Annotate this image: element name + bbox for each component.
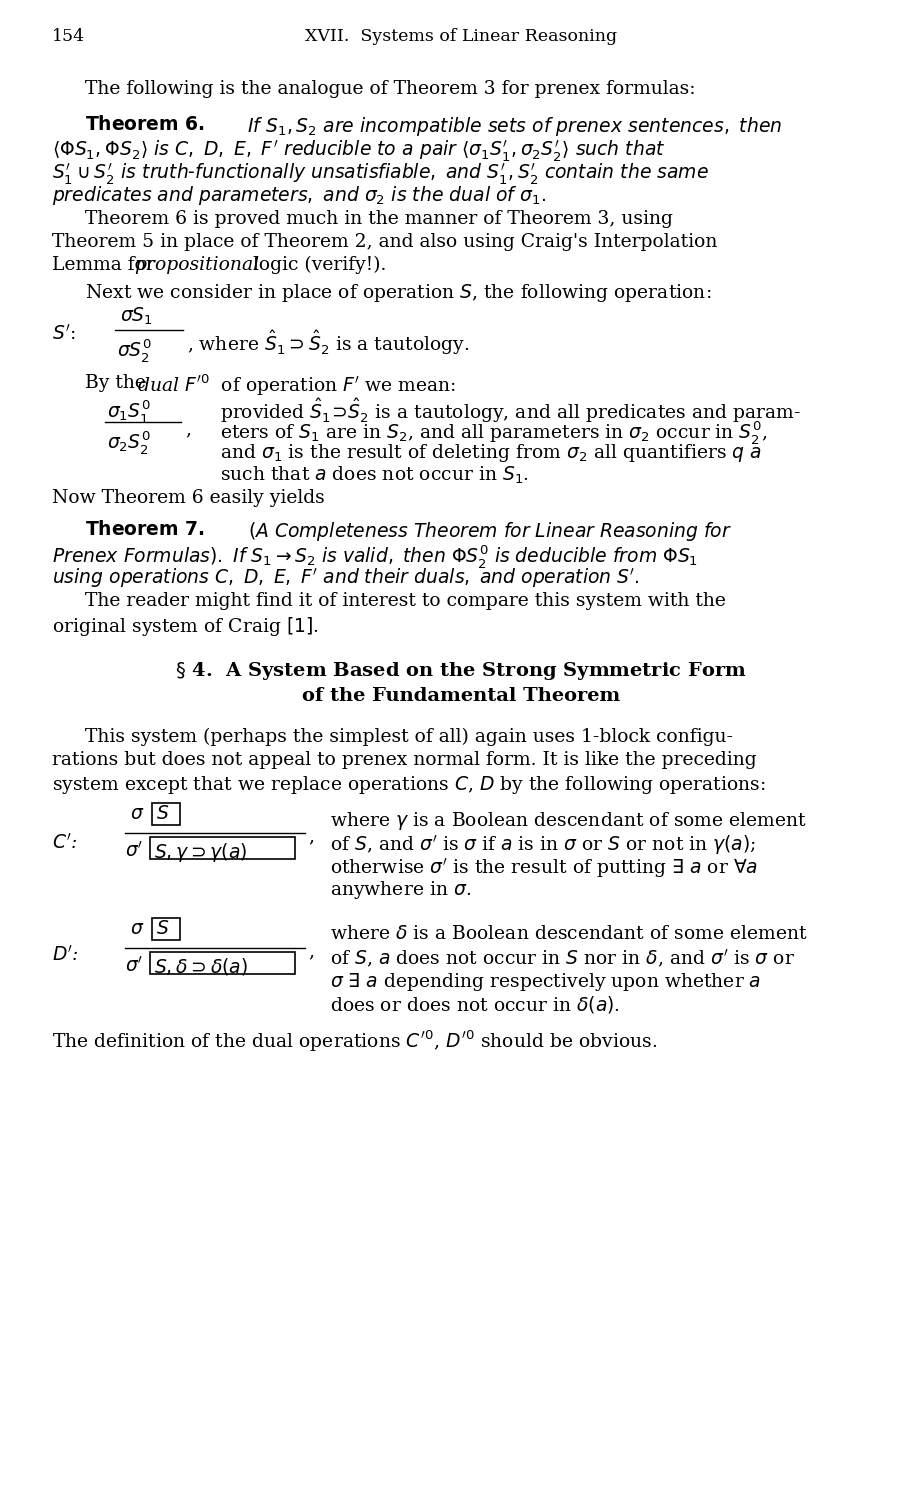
Text: ,: , bbox=[308, 942, 314, 960]
Text: Now Theorem 6 easily yields: Now Theorem 6 easily yields bbox=[52, 489, 325, 507]
Text: $\mathbf{Theorem\ 7.}$: $\mathbf{Theorem\ 7.}$ bbox=[85, 520, 205, 538]
Text: $predicates\ and\ parameters,\ and\ \sigma_2\ is\ the\ dual\ of\ \sigma_1.$: $predicates\ and\ parameters,\ and\ \sig… bbox=[52, 184, 546, 207]
Text: provided $\hat{S}_1\!\supset\!\hat{S}_2$ is a tautology, and all predicates and : provided $\hat{S}_1\!\supset\!\hat{S}_2$… bbox=[220, 396, 801, 424]
Text: This system (perhaps the simplest of all) again uses 1-block configu-: This system (perhaps the simplest of all… bbox=[85, 728, 733, 747]
Text: $\sigma'$: $\sigma'$ bbox=[125, 842, 143, 861]
Bar bbox=[152, 918, 180, 940]
Text: anywhere in $\sigma$.: anywhere in $\sigma$. bbox=[330, 879, 471, 902]
Text: eters of $S_1$ are in $S_2$, and all parameters in $\sigma_2$ occur in $S_2^0$,: eters of $S_1$ are in $S_2$, and all par… bbox=[220, 419, 767, 446]
Text: $\sigma'$: $\sigma'$ bbox=[125, 956, 143, 976]
Text: The definition of the dual operations $C'^0$, $D'^0$ should be obvious.: The definition of the dual operations $C… bbox=[52, 1029, 657, 1054]
Text: By the: By the bbox=[85, 374, 152, 392]
Text: $\sigma S_2^0$: $\sigma S_2^0$ bbox=[117, 338, 151, 364]
Text: $D'$:: $D'$: bbox=[52, 945, 79, 964]
Text: The following is the analogue of Theorem 3 for prenex formulas:: The following is the analogue of Theorem… bbox=[85, 80, 695, 98]
Text: ,: , bbox=[185, 420, 191, 438]
Text: propositional: propositional bbox=[134, 256, 259, 274]
Text: $S'$:: $S'$: bbox=[52, 324, 76, 344]
Text: $C'$:: $C'$: bbox=[52, 833, 77, 854]
Text: $(A$ $Completeness$ $Theorem$ $for$ $Linear$ $Reasoning$ $for$: $(A$ $Completeness$ $Theorem$ $for$ $Lin… bbox=[248, 520, 732, 543]
Text: $S$: $S$ bbox=[156, 920, 170, 938]
Text: $\sigma$: $\sigma$ bbox=[130, 806, 145, 824]
Text: $\langle\Phi S_1, \Phi S_2\rangle\ is\ C,\ D,\ E,\ F'\ reducible\ to\ a\ pair\ \: $\langle\Phi S_1, \Phi S_2\rangle\ is\ C… bbox=[52, 138, 666, 164]
Text: of operation $F'$ we mean:: of operation $F'$ we mean: bbox=[215, 374, 456, 398]
Text: Lemma for: Lemma for bbox=[52, 256, 160, 274]
Text: Next we consider in place of operation $S$, the following operation:: Next we consider in place of operation $… bbox=[85, 282, 712, 304]
Text: $\sigma$: $\sigma$ bbox=[130, 920, 145, 938]
Text: $\sigma_2 S_2^0$: $\sigma_2 S_2^0$ bbox=[107, 429, 150, 456]
Text: $S,\gamma \supset \gamma(a)$: $S,\gamma \supset \gamma(a)$ bbox=[154, 842, 247, 864]
Text: where $\gamma$ is a Boolean descendant of some element: where $\gamma$ is a Boolean descendant o… bbox=[330, 810, 808, 832]
Text: where $\delta$ is a Boolean descendant of some element: where $\delta$ is a Boolean descendant o… bbox=[330, 926, 808, 944]
Bar bbox=[152, 802, 180, 825]
Text: of $S$, and $\sigma'$ is $\sigma$ if $a$ is in $\sigma$ or $S$ or not in $\gamma: of $S$, and $\sigma'$ is $\sigma$ if $a$… bbox=[330, 833, 756, 856]
Text: Theorem 6 is proved much in the manner of Theorem 3, using: Theorem 6 is proved much in the manner o… bbox=[85, 210, 673, 228]
Text: 154: 154 bbox=[52, 28, 85, 45]
Text: otherwise $\sigma'$ is the result of putting $\exists\ a$ or $\forall a$: otherwise $\sigma'$ is the result of put… bbox=[330, 856, 758, 880]
Text: of $S$, $a$ does not occur in $S$ nor in $\delta$, and $\sigma'$ is $\sigma$ or: of $S$, $a$ does not occur in $S$ nor in… bbox=[330, 948, 795, 970]
Text: dual $F'^0$: dual $F'^0$ bbox=[137, 374, 210, 396]
Bar bbox=[150, 837, 295, 860]
Text: $\S$ 4.  A System Based on the Strong Symmetric Form: $\S$ 4. A System Based on the Strong Sym… bbox=[175, 660, 747, 682]
Text: system except that we replace operations $C$, $D$ by the following operations:: system except that we replace operations… bbox=[52, 774, 766, 796]
Text: rations but does not appeal to prenex normal form. It is like the preceding: rations but does not appeal to prenex no… bbox=[52, 752, 757, 770]
Text: $S_1' \cup S_2'\ is\ truth\text{-}functionally\ unsatisfiable,\ and\ S_1', S_2'\: $S_1' \cup S_2'\ is\ truth\text{-}functi… bbox=[52, 160, 709, 186]
Text: $\sigma S_1$: $\sigma S_1$ bbox=[120, 306, 153, 327]
Text: $If\ S_1, S_2\ are\ incompatible\ sets\ of\ prenex\ sentences,\ then$: $If\ S_1, S_2\ are\ incompatible\ sets\ … bbox=[247, 116, 782, 138]
Text: such that $a$ does not occur in $S_1$.: such that $a$ does not occur in $S_1$. bbox=[220, 465, 529, 486]
Bar bbox=[150, 952, 295, 974]
Text: The reader might find it of interest to compare this system with the: The reader might find it of interest to … bbox=[85, 592, 726, 610]
Text: $\sigma_1 S_1^0$: $\sigma_1 S_1^0$ bbox=[107, 398, 150, 424]
Text: and $\sigma_1$ is the result of deleting from $\sigma_2$ all quantifiers $q\ a$: and $\sigma_1$ is the result of deleting… bbox=[220, 442, 762, 464]
Text: XVII.  Systems of Linear Reasoning: XVII. Systems of Linear Reasoning bbox=[305, 28, 617, 45]
Text: ,: , bbox=[308, 827, 314, 844]
Text: $S$: $S$ bbox=[156, 806, 170, 824]
Text: Theorem 5 in place of Theorem 2, and also using Craig's Interpolation: Theorem 5 in place of Theorem 2, and als… bbox=[52, 232, 717, 250]
Text: does or does not occur in $\delta(a)$.: does or does not occur in $\delta(a)$. bbox=[330, 994, 621, 1016]
Text: logic (verify!).: logic (verify!). bbox=[247, 256, 386, 274]
Text: original system of Craig $[1]$.: original system of Craig $[1]$. bbox=[52, 615, 319, 638]
Text: $using$ $operations$ $C,$ $D,$ $E,$ $F'$ $and$ $their$ $duals,$ $and$ $operation: $using$ $operations$ $C,$ $D,$ $E,$ $F'$… bbox=[52, 566, 640, 590]
Text: $\mathbf{Theorem\ 6.}$: $\mathbf{Theorem\ 6.}$ bbox=[85, 116, 205, 134]
Text: , where $\hat{S}_1 \supset \hat{S}_2$ is a tautology.: , where $\hat{S}_1 \supset \hat{S}_2$ is… bbox=[187, 328, 469, 357]
Text: $S,\delta \supset \delta(a)$: $S,\delta \supset \delta(a)$ bbox=[154, 956, 248, 976]
Text: $Prenex$ $Formulas).$ $If$ $S_1 \to S_2$ $is$ $valid,$ $then$ $\Phi S_2^0$ $is$ : $Prenex$ $Formulas).$ $If$ $S_1 \to S_2$… bbox=[52, 543, 698, 570]
Text: of the Fundamental Theorem: of the Fundamental Theorem bbox=[301, 687, 621, 705]
Text: $\sigma\ \exists\ a$ depending respectively upon whether $a$: $\sigma\ \exists\ a$ depending respectiv… bbox=[330, 970, 762, 993]
